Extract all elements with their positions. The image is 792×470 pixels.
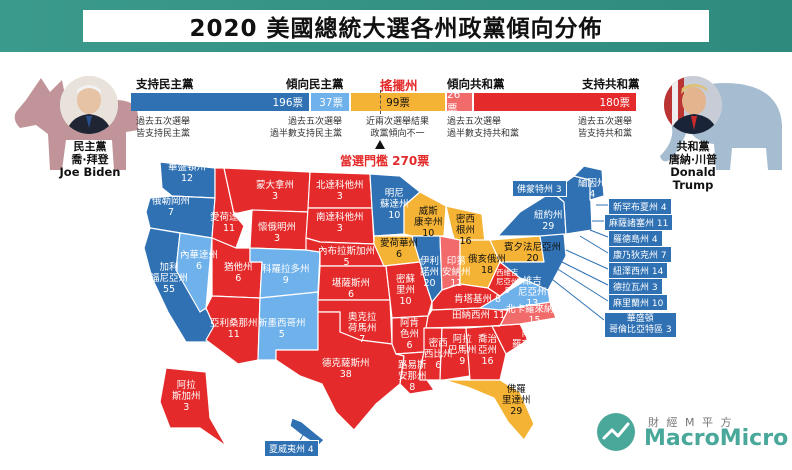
bar-lean-dem-value: 37票 bbox=[319, 96, 343, 109]
label-al: 阿拉 巴馬州 9 bbox=[448, 334, 477, 367]
label-la: 路易斯 安那州 8 bbox=[398, 360, 427, 393]
note-lean-dem: 過去五次選舉 過半數支持民主黨 bbox=[270, 117, 343, 139]
state-wi bbox=[403, 191, 447, 237]
label-ut: 猶他州 6 bbox=[224, 262, 253, 284]
dem-name-en: Joe Biden bbox=[59, 165, 121, 179]
label-ga: 喬治 亞州 16 bbox=[478, 334, 498, 367]
label-sc: 南卡 羅來納州 9 bbox=[512, 328, 551, 361]
note-strong-rep: 過去五次選舉 皆支持共和黨 bbox=[578, 117, 633, 139]
state-ak bbox=[159, 367, 227, 447]
label-tn: 田納西州 11 bbox=[452, 310, 506, 321]
label-ny: 紐約州 29 bbox=[534, 210, 563, 232]
state-ga bbox=[465, 325, 507, 381]
label-wi: 威斯 康辛州 10 bbox=[414, 206, 443, 239]
rep-candidate: 共和黨 唐納·川普 Donald Trump bbox=[652, 140, 734, 192]
logo-top-text: 財 經 M 平 方 bbox=[648, 416, 734, 429]
state-hi bbox=[289, 417, 325, 447]
bar-strong-dem: 196票 bbox=[131, 93, 309, 111]
header-swing: 搖擺州 bbox=[380, 78, 418, 93]
trump-photo bbox=[664, 76, 722, 134]
state-nj-md-ne bbox=[499, 233, 567, 291]
note-swing: 近兩次選舉結果 政黨傾向不一 bbox=[366, 117, 430, 139]
bar-swing-value: 99票 bbox=[386, 96, 410, 109]
label-nm: 新墨西哥州 5 bbox=[258, 318, 306, 340]
callout-hi: 夏威夷州 4 bbox=[264, 440, 319, 457]
macromicro-logo-icon bbox=[597, 413, 635, 451]
label-ia: 愛荷華州 6 bbox=[380, 238, 419, 260]
rep-name-en: Donald Trump bbox=[670, 165, 716, 192]
rep-party-label: 共和黨 bbox=[676, 140, 710, 153]
bar-strong-rep-value: 180票 bbox=[599, 96, 630, 109]
label-wa: 華盛頓州 12 bbox=[168, 162, 207, 184]
header-lean-rep: 傾向共和黨 bbox=[447, 77, 505, 91]
logo-brand: MacroMicro bbox=[644, 426, 789, 451]
bar-strong-rep: 180票 bbox=[474, 93, 636, 111]
label-il: 伊利 諾州 20 bbox=[420, 256, 440, 289]
title-bar: 2020 美國總統大選各州政黨傾向分佈 bbox=[0, 0, 792, 52]
state-tx bbox=[275, 311, 405, 431]
bar-lean-rep: 26票 bbox=[447, 89, 472, 115]
page-title: 2020 美國總統大選各州政黨傾向分佈 bbox=[189, 16, 603, 42]
label-me: 緬因州 4 bbox=[578, 178, 607, 200]
label-ar: 阿肯 色州 6 bbox=[400, 318, 420, 351]
label-ms: 密西 西比州 6 bbox=[424, 338, 453, 371]
dem-name-zh: 喬·拜登 bbox=[71, 153, 109, 166]
label-ok: 奧克拉 荷馬州 7 bbox=[348, 312, 377, 345]
state-al bbox=[439, 327, 471, 381]
label-fl: 佛羅 里達州 29 bbox=[502, 384, 531, 417]
label-nv: 內華達州 6 bbox=[180, 250, 219, 272]
rep-name-zh: 唐納·川普 bbox=[668, 153, 718, 166]
biden-photo bbox=[60, 76, 118, 134]
label-pa: 賓夕法尼亞州 20 bbox=[504, 242, 562, 264]
label-mn: 明尼 蘇達州 10 bbox=[380, 188, 409, 221]
threshold-line bbox=[380, 90, 381, 114]
label-nd: 北達科他州 3 bbox=[316, 180, 364, 202]
label-ca: 加利 福尼亞州 55 bbox=[150, 262, 189, 295]
label-mo: 密蘇 里州 10 bbox=[396, 274, 416, 307]
triangle-icon bbox=[375, 140, 385, 149]
label-ak: 阿拉 斯加州 3 bbox=[172, 380, 201, 413]
title-box: 2020 美國總統大選各州政黨傾向分佈 bbox=[83, 10, 709, 42]
state-nc bbox=[491, 301, 557, 327]
label-mt: 蒙大拿州 3 bbox=[256, 180, 295, 202]
header-strong-rep: 支持共和黨 bbox=[582, 77, 640, 91]
threshold-label: 當選門檻 270票 bbox=[340, 154, 430, 168]
label-ks: 堪薩斯州 6 bbox=[332, 278, 371, 300]
label-oh: 俄亥俄州 18 bbox=[468, 254, 507, 276]
label-wv: 西維吉 尼亞州 5 bbox=[496, 268, 519, 295]
dem-candidate: 民主黨 喬·拜登 Joe Biden bbox=[50, 140, 130, 179]
label-tx: 德克薩斯州 38 bbox=[322, 358, 370, 380]
label-ky: 肯塔基州 8 bbox=[454, 294, 502, 305]
label-sd: 南達科他州 3 bbox=[316, 212, 364, 234]
state-fl bbox=[443, 379, 535, 441]
label-ne: 內布拉斯加州 5 bbox=[318, 246, 376, 268]
label-az: 亞利桑那州 11 bbox=[210, 318, 258, 340]
label-co: 科羅拉多州 9 bbox=[262, 264, 310, 286]
state-az bbox=[205, 295, 261, 365]
header-lean-dem: 傾向民主黨 bbox=[286, 77, 344, 91]
bar-lean-dem: 37票 bbox=[311, 93, 349, 111]
callout-vt: 佛蒙特州 3 bbox=[512, 180, 567, 197]
note-lean-rep: 過去五次選舉 過半數支持共和黨 bbox=[447, 117, 520, 139]
label-in: 印第 安納州 11 bbox=[442, 256, 471, 289]
bar-swing: 99票 bbox=[351, 93, 445, 111]
label-or: 俄勒岡州 7 bbox=[152, 196, 191, 218]
bar-lean-rep-value: 26票 bbox=[447, 88, 461, 115]
label-id: 愛荷達州 11 bbox=[210, 212, 249, 234]
label-mi: 密西 根州 16 bbox=[456, 214, 476, 247]
note-strong-dem: 過去五次選舉 皆支持民主黨 bbox=[136, 117, 191, 139]
callout-dc: 華盛頓 哥倫比亞特區 3 bbox=[604, 312, 677, 338]
dem-party-label: 民主黨 bbox=[73, 140, 107, 153]
label-va: 維吉 尼亞州 13 bbox=[518, 276, 547, 309]
header-strong-dem: 支持民主黨 bbox=[136, 77, 194, 91]
callout-md: 麻里蘭州 10 bbox=[608, 294, 669, 311]
state-me bbox=[573, 165, 605, 201]
bar-strong-dem-value: 196票 bbox=[272, 96, 303, 109]
label-nc: 北卡羅來納州 15 bbox=[506, 304, 564, 326]
label-wy: 懷俄明州 3 bbox=[258, 222, 297, 244]
state-nv bbox=[175, 232, 213, 313]
